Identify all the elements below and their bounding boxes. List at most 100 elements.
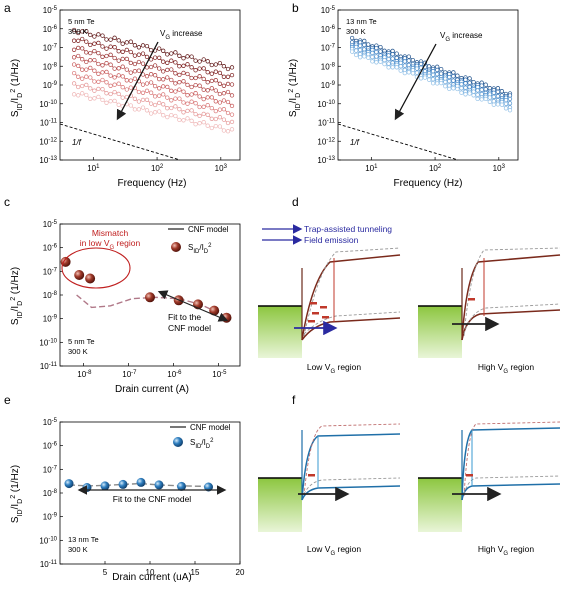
panel-b-series-point [370, 54, 375, 60]
x-ticks-e: 5 10 15 20 [103, 561, 245, 577]
panel-b-series-point [451, 70, 456, 75]
panel-a-series-point [96, 94, 101, 100]
panel-a-series-point [213, 116, 218, 122]
panel-b-series-point [426, 77, 432, 82]
panel-b-series-point [491, 102, 496, 107]
panel-a-series-point [88, 42, 93, 48]
panel-b-series-point [418, 61, 424, 67]
panel-b-series-point [435, 72, 440, 77]
panel-a-series-point [108, 73, 113, 78]
panel-b-series-point [426, 73, 432, 78]
panel-a-series-point [165, 106, 170, 111]
panel-b-series-point [370, 50, 375, 56]
panel-b-ytick-label: 10-13 [317, 156, 335, 165]
panel-b-series-point [503, 106, 509, 111]
panel-a-series-line [73, 64, 233, 107]
panel-a-series-point [169, 67, 174, 72]
panel-a-series-point [181, 118, 186, 123]
panel-b-series-point [398, 68, 403, 73]
panel-a-series-point [217, 81, 223, 86]
panel-a-series-line [73, 72, 233, 115]
panel-a-series-point [144, 108, 150, 113]
panel-a-series-point [205, 95, 210, 100]
panel-a-ytick-label: 10-9 [43, 81, 58, 90]
panel-a-series-point [221, 64, 227, 69]
panel-a-series-point [104, 61, 109, 66]
panel-b-series-point [354, 44, 359, 50]
panel-a-series-point [100, 63, 105, 68]
panel-b-series-point [430, 81, 436, 86]
panel-e-ytick-label: 10-9 [43, 513, 58, 522]
panel-a-series-point [173, 104, 178, 109]
panel-e-xtick-label: 10 [146, 568, 155, 577]
panel-a-series-point [177, 87, 182, 92]
panel-a-series-point [169, 51, 174, 56]
panel-a-series-point [165, 52, 170, 57]
sample-thickness-b: 13 nm Te [346, 17, 377, 26]
panel-a-series-point [148, 64, 154, 70]
panel-a-series-point [100, 77, 105, 83]
panel-b-series-point [439, 66, 444, 72]
panel-a-series-point [112, 45, 117, 50]
panel-a-series-point [157, 109, 162, 114]
panel-a-series-point [161, 102, 166, 107]
panel-a-series-point [181, 110, 186, 115]
panel-a-series-point [189, 108, 194, 113]
panel-a-series-point [221, 91, 227, 96]
panel-a-series-point [132, 96, 138, 101]
panel-a-ytick-label: 10-12 [39, 137, 57, 146]
panel-a-series-point [173, 50, 178, 55]
panel-b-series-point [463, 85, 468, 90]
metal-contact-d-high [418, 306, 462, 358]
one-over-f-line-a [59, 123, 181, 161]
x-axis-label-e: Drain current (uA) [112, 572, 191, 583]
panel-a-series-point [92, 79, 97, 84]
panel-a-series-point [157, 86, 162, 91]
panel-a-series-point [225, 81, 231, 87]
panel-a-series-point [217, 124, 223, 129]
panel-b-series-point [378, 59, 383, 64]
panel-a-series-point [201, 57, 206, 62]
panel-b-series-point [507, 108, 513, 113]
panel-b-series-point [349, 35, 355, 41]
legend-data-label-e: SID/ID2 [190, 438, 214, 450]
panel-a-series-point [161, 92, 166, 97]
panel-a-series-point [152, 55, 158, 60]
conduction-band-d-low [301, 254, 401, 341]
panel-a-series-point [229, 127, 235, 132]
panel-b-series-point [390, 65, 395, 70]
panel-b-ytick-label: 10-11 [318, 119, 336, 128]
panel-a-series-point [96, 40, 101, 46]
panel-a-ytick-label: 10-6 [43, 25, 58, 34]
y-axis-label-a: SID/ID2 (1/Hz) [10, 59, 24, 117]
valence-band-f-high [461, 483, 561, 501]
panel-a-series-point [92, 68, 97, 73]
panel-a-series-point [193, 75, 198, 81]
panel-a-series-point [84, 82, 89, 88]
panel-b-series-point [451, 86, 456, 91]
valence-band-shift-f-high [463, 475, 561, 495]
panel-b-series-point [483, 82, 488, 87]
legend-data-label-c: SID/ID2 [188, 243, 212, 255]
panel-b-series-point [358, 47, 363, 53]
panel-a-series-point [71, 47, 77, 52]
panel-a-series-point [136, 52, 142, 57]
panel-a-series-point [148, 101, 154, 106]
panel-a-series-point [165, 84, 170, 90]
panel-a-series-point [104, 100, 109, 105]
panel-a-series-point [116, 49, 121, 54]
panel-a-series-point [197, 121, 202, 126]
panel-e-data-point [154, 480, 164, 490]
panel-a-series-point [84, 59, 89, 65]
panel-a-series-point [213, 88, 218, 93]
y-ticks-b: 10-5 10-6 10-7 10-8 10-9 10-10 10-11 10-12 10-13 [317, 6, 341, 165]
panel-a-series-point [104, 53, 109, 59]
panel-a-ytick-label: 10-11 [40, 119, 58, 128]
panel-e-data-point [82, 483, 92, 492]
panel-a-series-point [225, 66, 231, 72]
panel-a-series-point [197, 66, 202, 71]
panel-a-series-point [76, 84, 81, 90]
panel-b-series-point [443, 84, 448, 89]
panel-b-series-point [487, 99, 492, 104]
panel-b-series-point [349, 49, 355, 54]
